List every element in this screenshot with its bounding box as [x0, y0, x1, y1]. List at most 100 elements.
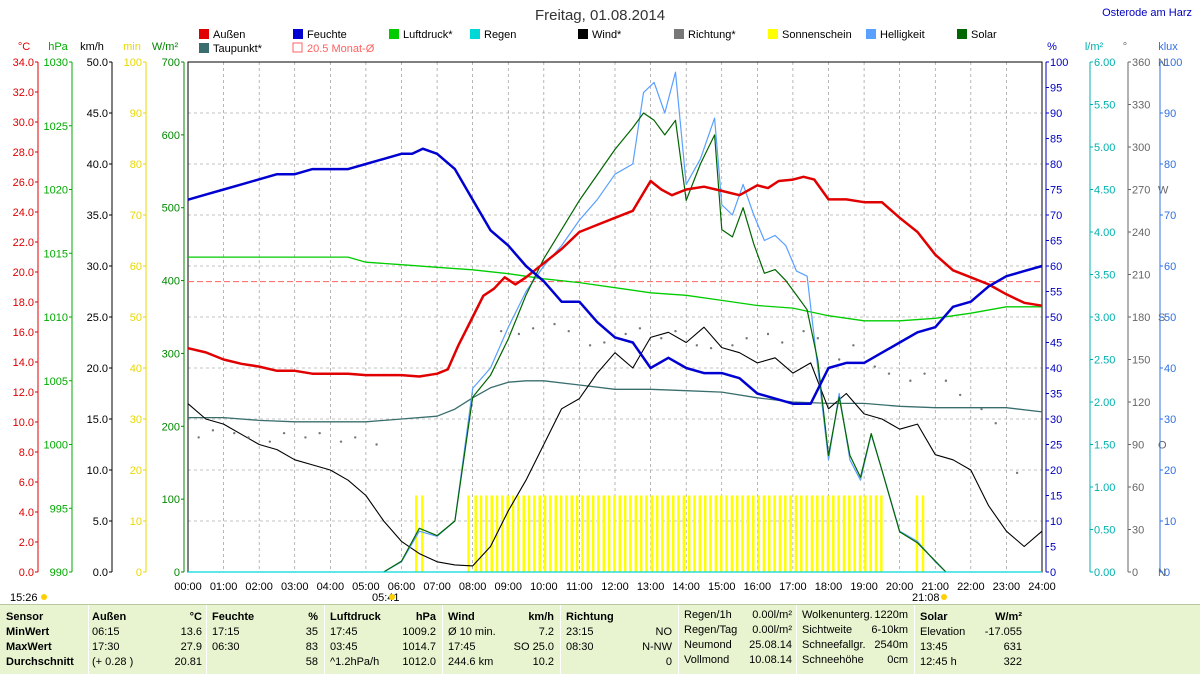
- axis-tick-label: 45: [1050, 338, 1062, 350]
- richtung-min-value: NO: [655, 626, 673, 638]
- axis-unit-label: klux: [1158, 41, 1178, 53]
- axis-tick-label: 1030: [44, 57, 68, 69]
- axis-tick-label: 100: [162, 494, 180, 506]
- axis-tick-label: 1020: [44, 185, 68, 197]
- richtung-point: [268, 440, 272, 443]
- x-tick-label: 09:00: [494, 581, 522, 593]
- sunshine-bar: [826, 495, 830, 572]
- sunshine-bar: [533, 495, 536, 572]
- wind-header: Wind: [448, 611, 475, 623]
- legend-label: 20.5 Monat-Ø: [307, 43, 375, 55]
- axis-unit-label: °: [1123, 41, 1127, 53]
- sunshine-bar: [714, 495, 718, 572]
- wind-avg10-value: 7.2: [538, 626, 554, 638]
- luftdruck-max-value: 1014.7: [402, 641, 436, 653]
- axis-tick-label: 995: [50, 503, 68, 515]
- sunshine-bar: [586, 495, 590, 572]
- richtung-point: [887, 372, 891, 375]
- aussen-min-value: 13.6: [180, 626, 202, 638]
- sunshine-bar: [655, 495, 659, 572]
- axis-tick-label: 200: [162, 421, 180, 433]
- richtung-point: [624, 332, 627, 336]
- richtung-point: [695, 344, 699, 347]
- sunshine-bar: [671, 495, 675, 572]
- richtung-point: [709, 346, 713, 350]
- direction-label: O: [1158, 440, 1167, 452]
- axis-tick-label: 15: [1050, 491, 1062, 503]
- sichtweite-value: 6-10km: [871, 624, 908, 636]
- axis-tick-label: 20: [1164, 465, 1176, 477]
- regen-column: Regen/1h 0.00l/m² Regen/Tag 0.00l/m² Neumo…: [684, 608, 792, 668]
- axis-tick-label: 1005: [44, 376, 68, 388]
- axis-unit-label: min: [123, 41, 141, 53]
- axis-tick-label: 18.0: [13, 297, 34, 309]
- richtung-point: [211, 429, 215, 432]
- sunshine-bar: [421, 495, 424, 572]
- richtung-point: [660, 337, 663, 340]
- axis-tick-label: 80: [1050, 159, 1062, 171]
- axis-tick-label: 1.50: [1094, 440, 1115, 452]
- footer-divider: [88, 605, 89, 674]
- footer-divider: [206, 605, 207, 674]
- feuchte-header: Feuchte: [212, 611, 255, 623]
- solar-unit: W/m²: [995, 611, 1022, 623]
- legend-swatch: [389, 29, 399, 39]
- luftdruck-min-time: 17:45: [330, 626, 358, 638]
- direction-label: S: [1158, 312, 1165, 324]
- legend: Außen Feuchte Luftdruck* Regen Wind* Richtung…: [199, 29, 997, 55]
- footer-divider: [324, 605, 325, 674]
- sunshine-bar: [682, 495, 686, 572]
- sunset-icon: [941, 594, 947, 600]
- wolken-column: Wolkenunterg. 1220m Sichtweite 6-10km Schn…: [802, 608, 908, 668]
- sunshine-bar: [837, 495, 840, 572]
- richtung-point: [745, 337, 748, 340]
- legend-label: Sonnenschein: [782, 29, 852, 41]
- x-tick-label: 12:00: [601, 581, 629, 593]
- richtung-point: [980, 407, 983, 411]
- feuchte-unit: %: [308, 611, 318, 623]
- feuchte-min-time: 17:15: [212, 626, 240, 638]
- wolkenunterg-value: 1220m: [874, 609, 908, 621]
- sunshine-bar: [853, 495, 856, 572]
- feuchte-max-value: 83: [305, 641, 318, 653]
- x-tick-label: 00:00: [174, 581, 202, 593]
- sunshine-bar: [479, 495, 483, 572]
- solar-max-value: 631: [1003, 641, 1022, 653]
- richtung-point: [674, 329, 677, 333]
- neumond-value: 25.08.14: [749, 639, 792, 651]
- sunshine-bar: [821, 495, 824, 572]
- wind-avg10-label: Ø 10 min.: [448, 626, 496, 638]
- axis-tick-label: 50: [1050, 312, 1062, 324]
- sunshine-bar: [661, 495, 664, 572]
- sunshine-bar: [581, 495, 584, 572]
- axis-tick-label: 1015: [44, 248, 68, 260]
- sunshine-bar: [880, 495, 883, 572]
- aussen-line: [187, 175, 1043, 378]
- richtung-point: [909, 379, 912, 382]
- richtung-point: [499, 329, 503, 333]
- axis-tick-label: 45.0: [87, 108, 108, 120]
- footer-divider: [678, 605, 679, 674]
- sunshine-bar: [864, 495, 867, 572]
- axis-tick-label: 100: [124, 57, 142, 69]
- axis-tick-label: 210: [1132, 270, 1150, 282]
- richtung-point: [958, 393, 962, 397]
- aussen-max-time: 17:30: [92, 641, 120, 653]
- axis-tick-label: 10: [1050, 516, 1062, 528]
- axis-tick-label: 60: [1132, 482, 1144, 494]
- sensor-column: Sensor MinWert MaxWert Durchschnitt: [6, 609, 86, 670]
- axis-tick-label: 0.0: [19, 567, 34, 579]
- wind-column: Wind km/h Ø 10 min. 7.2 17:45 SO 25.0 244.6…: [448, 609, 554, 670]
- richtung-max-value: N-NW: [642, 641, 672, 653]
- axis-tick-label: 150: [1132, 355, 1150, 367]
- richtung-header: Richtung: [566, 611, 614, 623]
- axis-unit-label: °C: [18, 41, 30, 53]
- sunshine-bar: [921, 495, 925, 572]
- richtung-point: [354, 436, 357, 439]
- sunshine-bar: [848, 495, 851, 572]
- wind-distance: 244.6 km: [448, 656, 494, 668]
- richtung-point: [603, 341, 606, 344]
- sensor-header: Sensor: [6, 611, 44, 623]
- axis-tick-label: 2.00: [1094, 397, 1115, 409]
- axis-tick-label: 2.50: [1094, 355, 1115, 367]
